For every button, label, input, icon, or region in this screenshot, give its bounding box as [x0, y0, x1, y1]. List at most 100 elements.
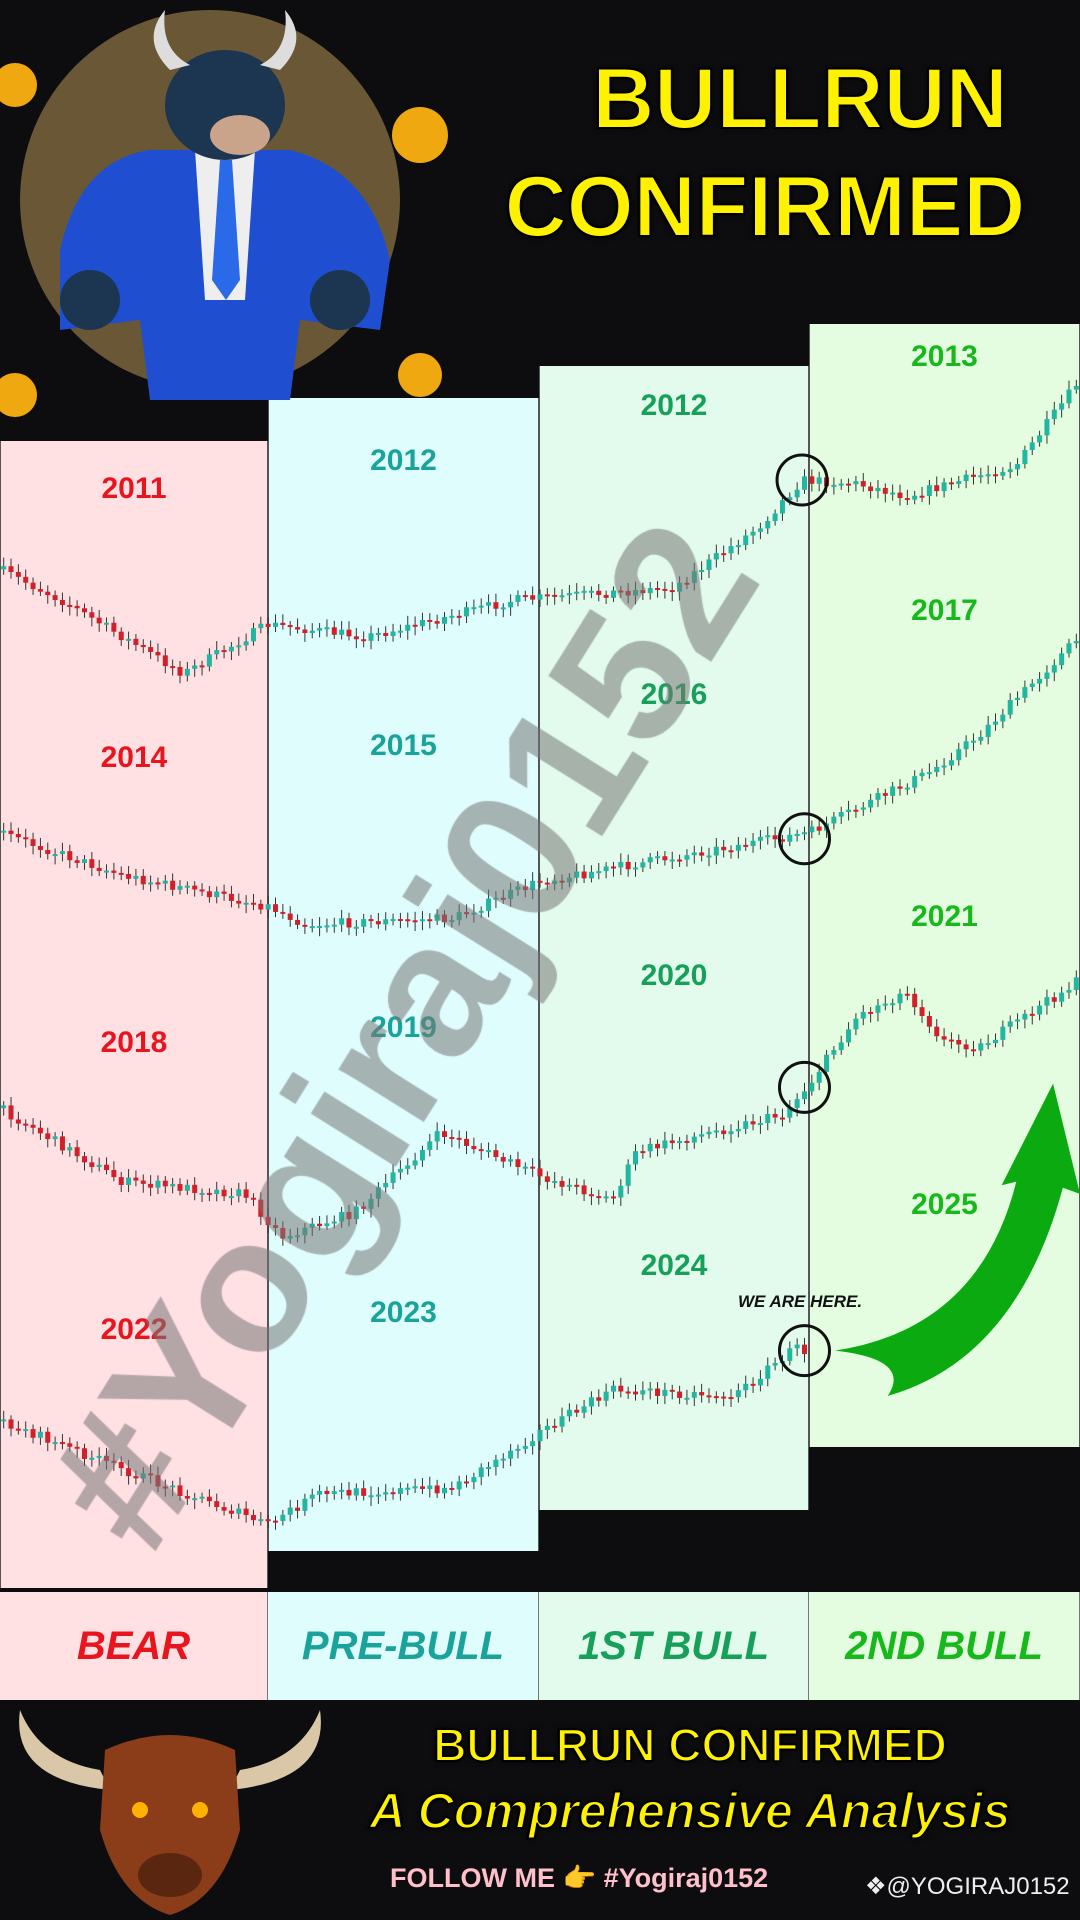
candle-body: [427, 919, 433, 922]
candle-body: [383, 1492, 389, 1495]
candle-body: [464, 1481, 470, 1484]
candle-body: [684, 855, 690, 860]
candle-body: [706, 559, 712, 571]
candle-body: [390, 1172, 396, 1183]
candle-body: [177, 886, 183, 890]
candle-body: [684, 582, 690, 585]
candle-body: [868, 1011, 874, 1014]
candle-body: [67, 1147, 73, 1151]
candle-body: [287, 1507, 293, 1515]
candle-body: [691, 1392, 697, 1398]
candle-body: [177, 1184, 183, 1191]
candle-body: [500, 607, 506, 610]
candle-body: [816, 477, 822, 484]
candle-body: [831, 484, 837, 487]
candle-body: [596, 590, 602, 595]
candle-body: [184, 885, 190, 888]
candle-body: [456, 1137, 462, 1140]
candle-body: [397, 1488, 403, 1495]
candle-body: [750, 840, 756, 847]
candle-body: [89, 1457, 95, 1460]
bull-businessman-illustration: [0, 10, 448, 417]
candle-body: [478, 1467, 484, 1478]
candle-body: [552, 594, 558, 597]
candle-body: [662, 1389, 668, 1396]
candle-body: [934, 766, 940, 773]
candle-body: [449, 1487, 455, 1490]
candle-body: [831, 1050, 837, 1055]
candle-body: [750, 531, 756, 536]
candle-body: [375, 1494, 381, 1497]
candle-body: [331, 1221, 337, 1224]
candle-body: [170, 1184, 176, 1187]
candle-body: [1037, 678, 1043, 684]
candle-body: [23, 1123, 29, 1126]
candle-body: [963, 474, 969, 482]
candle-body: [81, 859, 87, 863]
candle-body: [346, 629, 352, 637]
candle-body: [1066, 389, 1072, 404]
candle-body: [236, 1189, 242, 1197]
candle-body: [427, 619, 433, 622]
candle-body: [801, 476, 807, 490]
candle-body: [478, 910, 484, 913]
candle-body: [280, 1514, 286, 1521]
candle-body: [118, 631, 124, 641]
candle-body: [544, 1176, 550, 1182]
candle-body: [140, 875, 146, 885]
candle-body: [317, 925, 323, 928]
candle-body: [324, 925, 330, 928]
candle-body: [713, 846, 719, 856]
candle-body: [228, 893, 234, 901]
header-title-line1: BULLRUN: [591, 50, 1009, 148]
candle-body: [926, 485, 932, 496]
candle-body: [603, 1196, 609, 1199]
candle-body: [677, 1140, 683, 1144]
candle-body: [904, 993, 910, 996]
candle-body: [155, 882, 161, 885]
candle-body: [603, 594, 609, 598]
candle-body: [1000, 714, 1006, 722]
candle-body: [221, 1189, 227, 1197]
candle-body: [537, 880, 543, 883]
candle-body: [302, 629, 308, 634]
candle-body: [897, 786, 903, 789]
candle-body: [530, 880, 536, 891]
candle-body: [486, 602, 492, 606]
candle-body: [390, 631, 396, 637]
candle-body: [1037, 435, 1043, 443]
candle-body: [23, 576, 29, 583]
candle-body: [228, 1510, 234, 1514]
candle-body: [750, 1383, 756, 1386]
candle-body: [434, 1485, 440, 1494]
candle-body: [449, 920, 455, 923]
candle-body: [177, 1485, 183, 1496]
candle-body: [919, 1007, 925, 1016]
candle-body: [15, 1119, 21, 1124]
candle-body: [970, 1049, 976, 1052]
candle-body: [434, 1131, 440, 1142]
candle-body: [155, 651, 161, 656]
candle-body: [787, 834, 793, 842]
candle-body: [287, 1235, 293, 1239]
candle-body: [243, 902, 249, 905]
candle-body: [647, 1143, 653, 1152]
candle-body: [581, 871, 587, 879]
candle-body: [691, 571, 697, 583]
candle-body: [669, 1389, 675, 1392]
candle-body: [412, 920, 418, 923]
candle-body: [647, 857, 653, 863]
candle-body: [846, 483, 852, 486]
candle-body: [383, 1182, 389, 1188]
candle-body: [111, 1169, 117, 1178]
candle-body: [493, 897, 499, 900]
candle-body: [368, 633, 374, 641]
candle-body: [970, 474, 976, 477]
candle-body: [831, 816, 837, 824]
candle-body: [184, 668, 190, 676]
candle-body: [1051, 409, 1057, 420]
candle-body: [280, 1227, 286, 1239]
candle-body: [375, 921, 381, 925]
candle-body: [890, 786, 896, 796]
candle-body: [309, 1223, 315, 1228]
